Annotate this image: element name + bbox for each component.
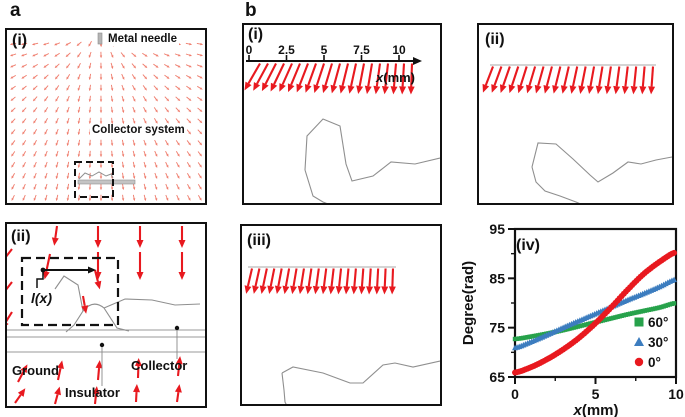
length-step-mark <box>36 270 44 288</box>
degree-vs-x-chart: 65 75 85 95 0 5 10 Degree(rad) x(mm) 60° 30° 0° <box>460 221 684 417</box>
panel-a-ii: (ii) l(x) Ground Insulator Collector <box>5 222 207 408</box>
collector-system-label: Collector system <box>90 124 187 137</box>
panel-b-iii: (iii) <box>240 224 442 406</box>
legend-entry-30°: 30° <box>634 335 668 350</box>
insulator-label: Insulator <box>65 385 120 400</box>
x-tick-label: 10 <box>668 386 684 402</box>
metal-needle-icon <box>97 32 103 45</box>
axis-tick-label: 2.5 <box>278 43 295 57</box>
axis-tick-label: 7.5 <box>353 43 370 57</box>
panel-b-iv-index: (iv) <box>516 237 540 254</box>
legend-entry-60°: 60° <box>634 315 668 330</box>
x-axis-label: x(mm) <box>572 402 618 417</box>
panel-a-i-index: (i) <box>12 32 28 49</box>
y-tick-label: 85 <box>489 270 505 286</box>
collector-system-inset <box>74 161 136 198</box>
metal-needle-label: Metal needle <box>106 33 180 46</box>
y-axis-label: Degree(rad) <box>460 261 477 345</box>
x-axis-label: x(mm) <box>376 71 415 84</box>
panel-b-ii-index: (ii) <box>485 31 505 48</box>
figure-label-b: b <box>245 0 257 21</box>
x-axis-variable: x <box>376 70 384 85</box>
length-annotation-label: l(x) <box>31 290 52 306</box>
panel-b-i: 0 2.5 5 7.5 10 (i) x(mm) <box>242 23 442 205</box>
series-0° <box>512 249 678 376</box>
arrow-row-axis-graphic: 0 2.5 5 7.5 10 <box>244 43 440 203</box>
legend-label: 60° <box>648 315 668 330</box>
collector-pointer-dot <box>174 325 180 331</box>
axis-tick-label: 0 <box>246 43 253 57</box>
figure-label-a: a <box>10 0 21 21</box>
dashed-zoom-box <box>20 256 120 327</box>
axis-tick-label: 5 <box>321 43 328 57</box>
dashed-inset-box <box>74 161 114 198</box>
panel-a-i: (i) Metal needle Collector system <box>5 28 207 205</box>
legend-label: 30° <box>648 335 668 350</box>
axis-tick-label: 10 <box>392 43 406 57</box>
vector-field-graphic <box>9 32 204 202</box>
panel-b-ii: (ii) <box>477 23 674 205</box>
insulator-pointer-dot <box>99 342 105 348</box>
legend-entry-0°: 0° <box>634 355 661 370</box>
x-tick-label: 5 <box>592 386 600 402</box>
y-tick-label: 95 <box>489 221 505 237</box>
x-tick-label: 0 <box>511 386 519 402</box>
collector-schematic-graphic <box>7 225 205 405</box>
x-axis-unit: (mm) <box>383 70 416 85</box>
y-tick-label: 75 <box>489 320 505 336</box>
collector-label: Collector <box>131 358 188 373</box>
ground-label: Ground <box>12 363 59 378</box>
arrow-row-graphic-2 <box>482 64 672 203</box>
panel-a-ii-index: (ii) <box>11 228 31 245</box>
arrow-row-graphic-3 <box>244 266 440 404</box>
legend-label: 0° <box>648 355 661 370</box>
panel-b-iii-index: (iii) <box>247 232 271 249</box>
panel-b-i-index: (i) <box>248 26 264 43</box>
y-tick-label: 65 <box>489 369 505 385</box>
